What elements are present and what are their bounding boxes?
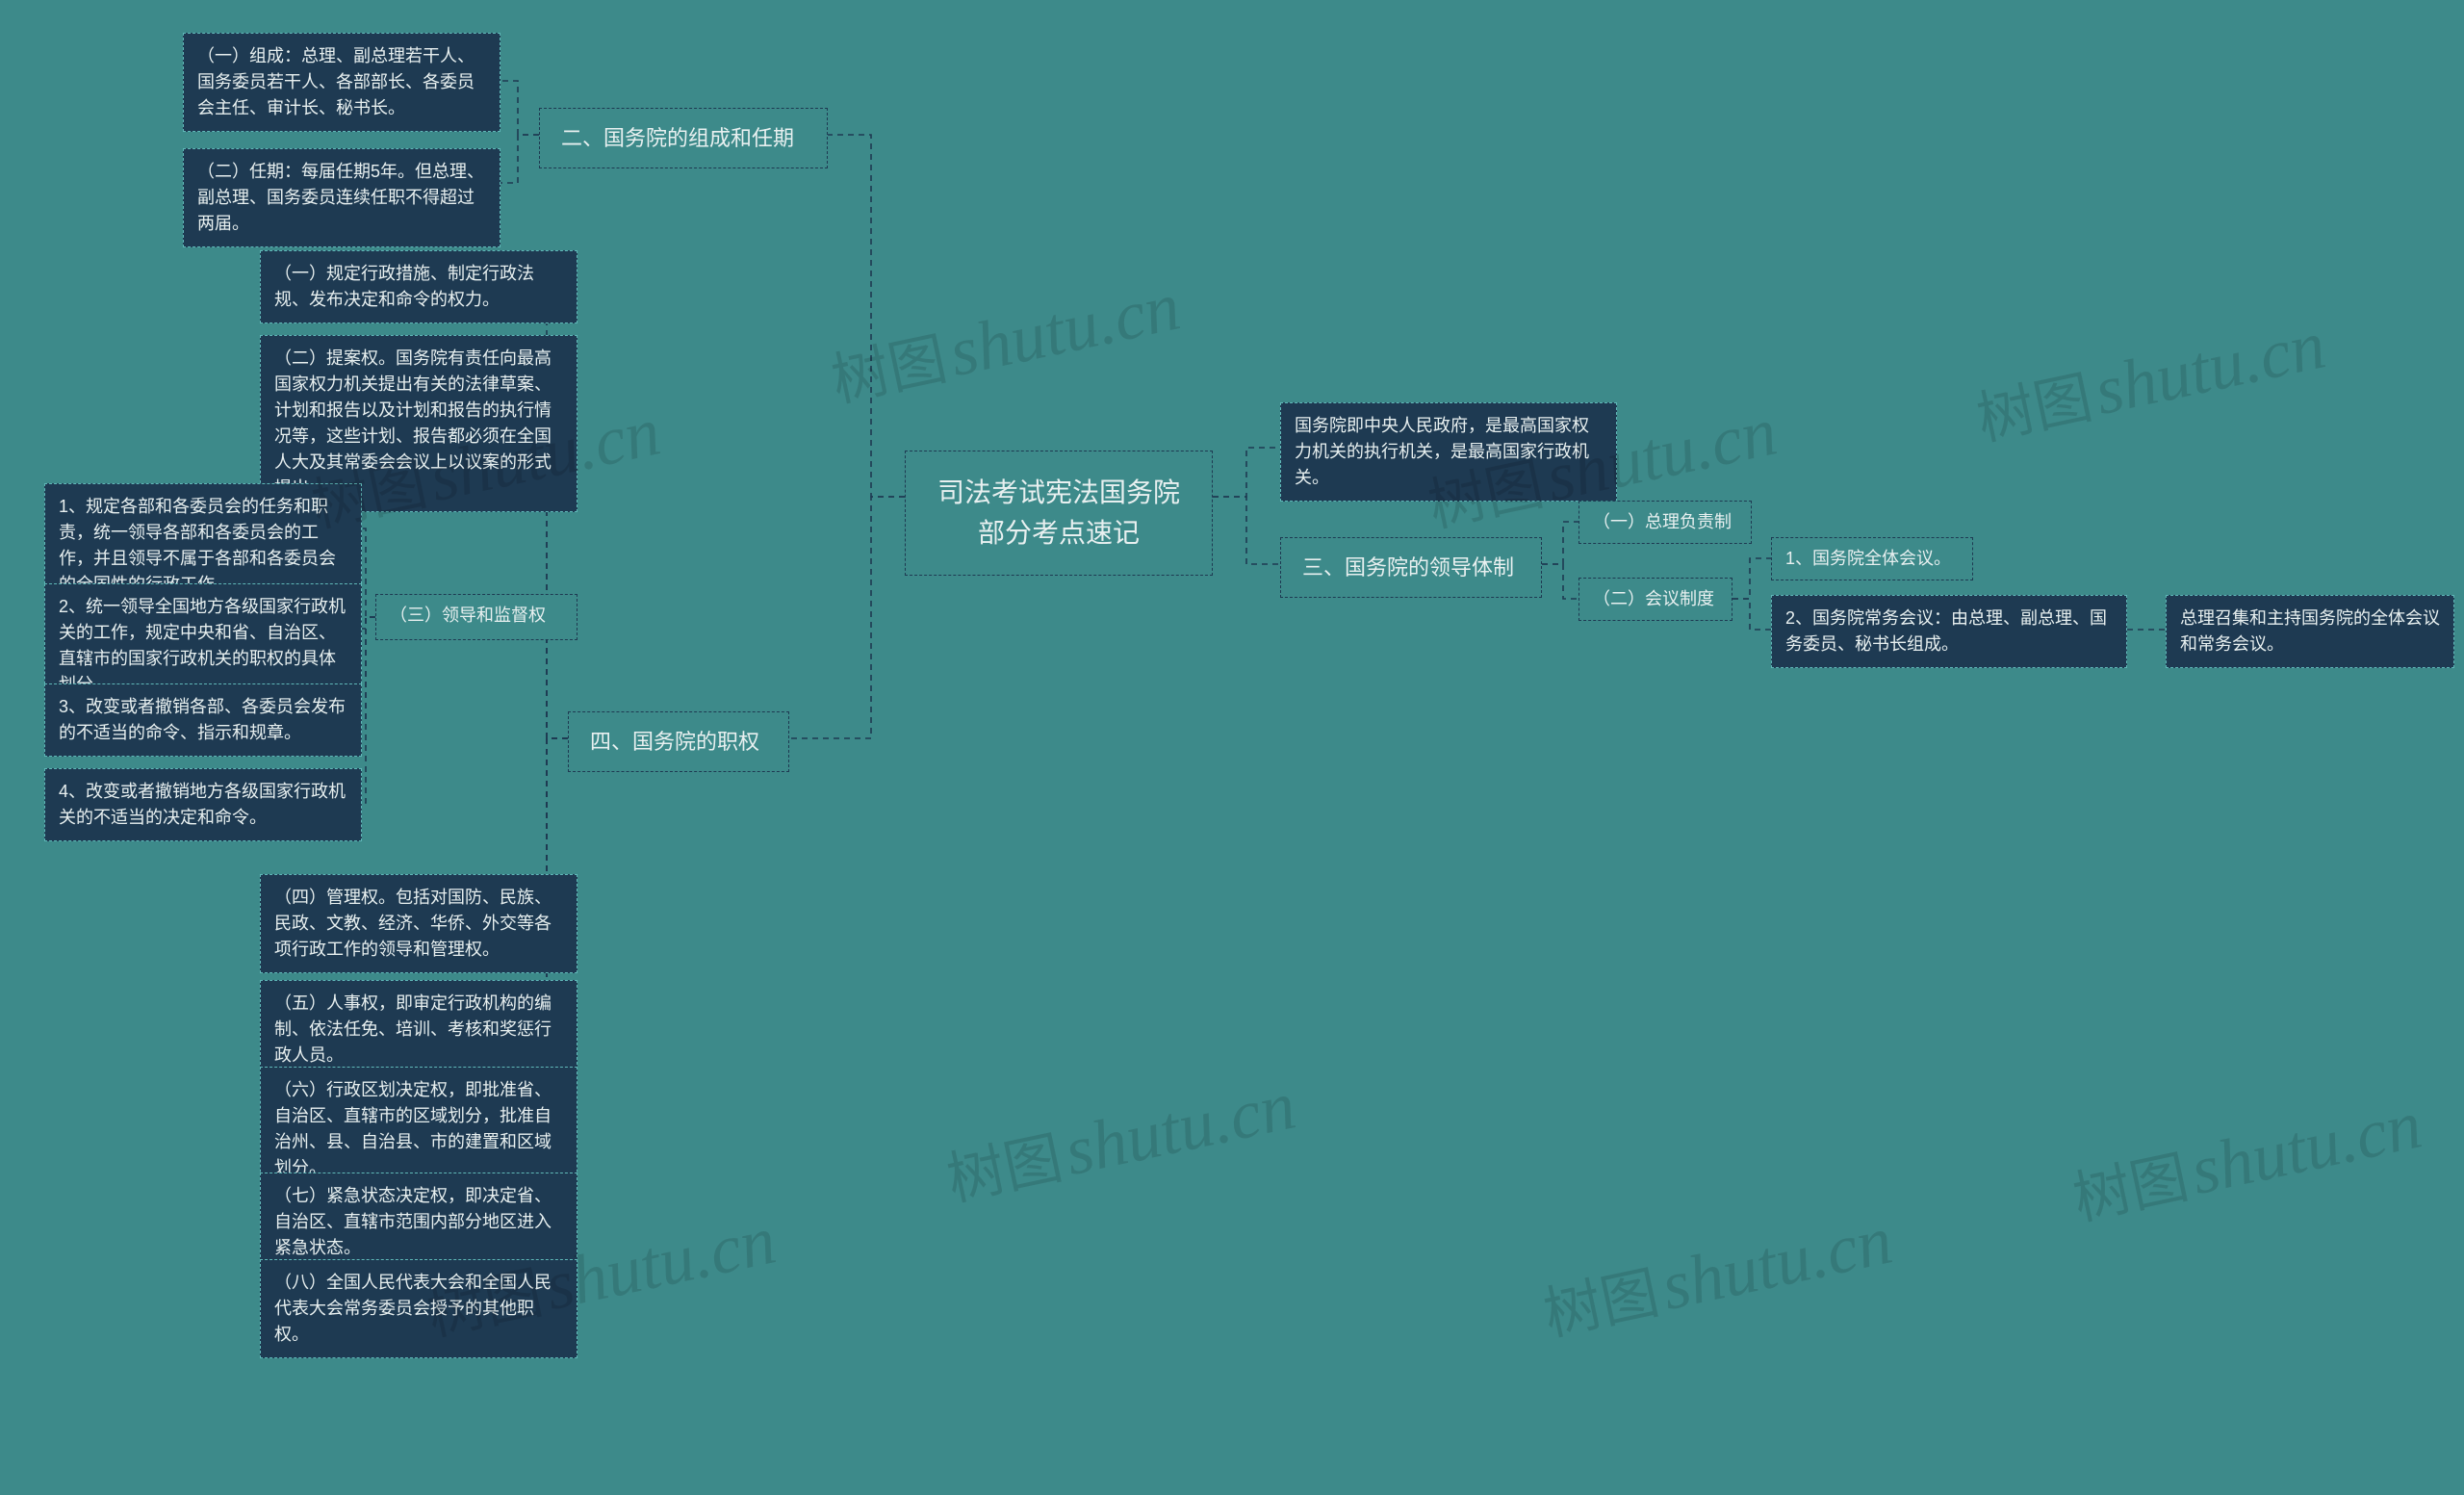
leaf-node: 总理召集和主持国务院的全体会议和常务会议。	[2166, 595, 2454, 668]
leaf-node: （一）组成：总理、副总理若干人、国务委员若干人、各部部长、各委员会主任、审计长、…	[183, 33, 500, 132]
mini-node: （一）总理负责制	[1578, 501, 1752, 544]
leaf-node: （五）人事权，即审定行政机构的编制、依法任免、培训、考核和奖惩行政人员。	[260, 980, 578, 1079]
leaf-node: 3、改变或者撤销各部、各委员会发布的不适当的命令、指示和规章。	[44, 683, 362, 757]
leaf-node: （八）全国人民代表大会和全国人民代表大会常务委员会授予的其他职权。	[260, 1259, 578, 1358]
leaf-node: （一）规定行政措施、制定行政法规、发布决定和命令的权力。	[260, 250, 578, 323]
branch-node: 二、国务院的组成和任期	[539, 108, 828, 168]
branch-node: 四、国务院的职权	[568, 711, 789, 772]
root-node: 司法考试宪法国务院部分考点速记	[905, 451, 1213, 576]
leaf-node: 2、国务院常务会议：由总理、副总理、国务委员、秘书长组成。	[1771, 595, 2127, 668]
leaf-node: （四）管理权。包括对国防、民族、民政、文教、经济、华侨、外交等各项行政工作的领导…	[260, 874, 578, 973]
leaf-node: 4、改变或者撤销地方各级国家行政机关的不适当的决定和命令。	[44, 768, 362, 841]
branch-node: 三、国务院的领导体制	[1280, 537, 1542, 598]
leaf-node: 1、国务院全体会议。	[1771, 537, 1973, 580]
mini-node: （二）会议制度	[1578, 578, 1732, 621]
mini-node: （三）领导和监督权	[375, 594, 578, 640]
leaf-node: （七）紧急状态决定权，即决定省、自治区、直辖市范围内部分地区进入紧急状态。	[260, 1173, 578, 1272]
leaf-node: （二）任期：每届任期5年。但总理、副总理、国务委员连续任职不得超过两届。	[183, 148, 500, 247]
intro-box: 国务院即中央人民政府，是最高国家权力机关的执行机关，是最高国家行政机关。	[1280, 402, 1617, 502]
